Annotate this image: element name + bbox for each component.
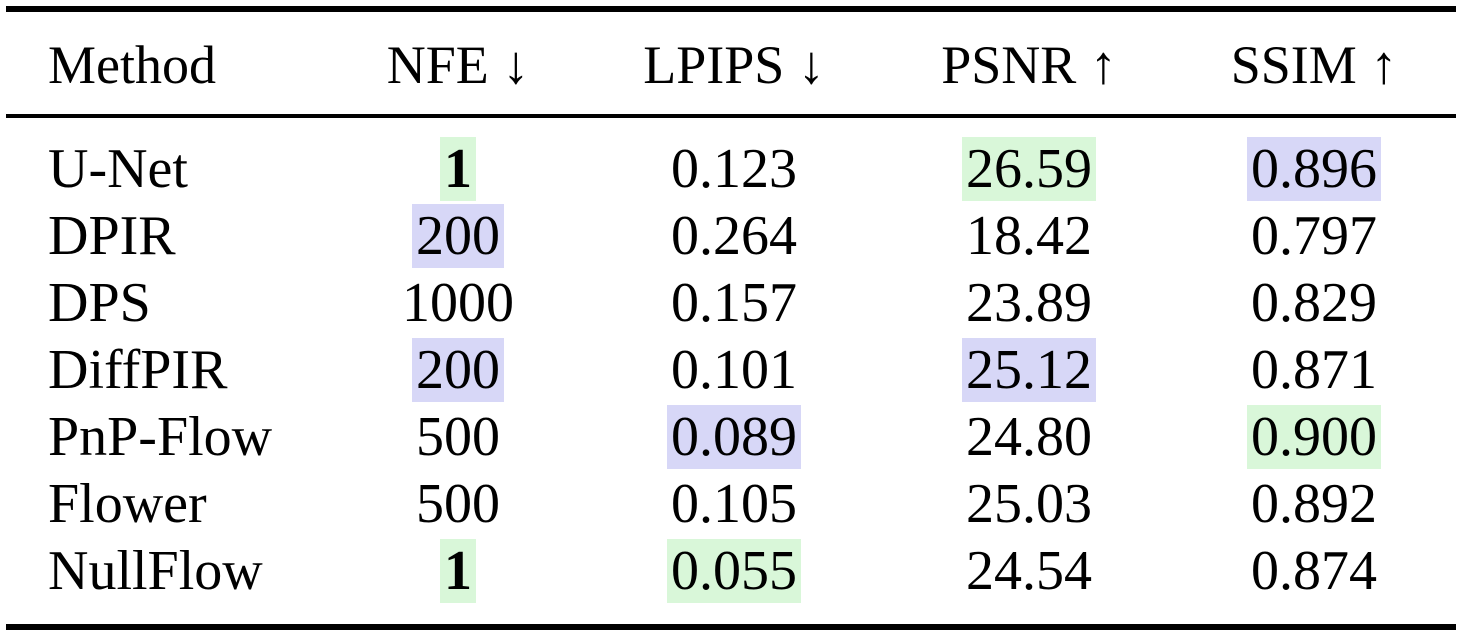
best-highlight: 0.900	[1247, 405, 1381, 469]
method-cell: Flower	[48, 473, 207, 535]
method-cell: DPS	[48, 272, 151, 334]
nfe-cell: 200	[412, 337, 504, 403]
ssim-cell: 0.896	[1247, 136, 1381, 202]
method-cell: PnP-Flow	[48, 406, 273, 468]
best-highlight: 1	[440, 137, 476, 201]
bottom-rule	[6, 624, 1456, 630]
ssim-cell: 0.874	[1251, 540, 1377, 602]
nfe-cell: 500	[416, 473, 500, 535]
second-highlight: 25.12	[962, 338, 1096, 402]
psnr-cell: 25.03	[966, 473, 1092, 535]
header-row: Method NFE ↓ LPIPS ↓ PSNR ↑ SSIM ↑	[6, 32, 1456, 98]
header-method: Method	[48, 35, 216, 95]
ssim-cell: 0.892	[1251, 473, 1377, 535]
header-nfe: NFE ↓	[386, 35, 530, 95]
second-highlight: 200	[412, 204, 504, 268]
table-row: DiffPIR 200 0.101 25.12 0.871	[6, 337, 1456, 403]
lpips-cell: 0.123	[671, 138, 797, 200]
psnr-cell: 24.54	[966, 540, 1092, 602]
second-highlight: 0.089	[667, 405, 801, 469]
nfe-cell: 200	[412, 203, 504, 269]
table-row: NullFlow 1 0.055 24.54 0.874	[6, 538, 1456, 604]
mid-rule	[6, 114, 1456, 118]
best-highlight: 1	[440, 539, 476, 603]
lpips-cell: 0.089	[667, 404, 801, 470]
lpips-cell: 0.055	[667, 538, 801, 604]
ssim-cell: 0.900	[1247, 404, 1381, 470]
nfe-cell: 500	[416, 406, 500, 468]
method-cell: U-Net	[48, 138, 188, 200]
table-row: DPIR 200 0.264 18.42 0.797	[6, 203, 1456, 269]
method-cell: DPIR	[48, 205, 176, 267]
table-row: PnP-Flow 500 0.089 24.80 0.900	[6, 404, 1456, 470]
best-highlight: 26.59	[962, 137, 1096, 201]
method-cell: DiffPIR	[48, 339, 228, 401]
lpips-cell: 0.157	[671, 272, 797, 334]
table-row: Flower 500 0.105 25.03 0.892	[6, 471, 1456, 537]
lpips-cell: 0.264	[671, 205, 797, 267]
nfe-cell: 1000	[402, 272, 514, 334]
psnr-cell: 26.59	[962, 136, 1096, 202]
top-rule	[6, 6, 1456, 12]
nfe-cell: 1	[440, 538, 476, 604]
second-highlight: 0.896	[1247, 137, 1381, 201]
ssim-cell: 0.797	[1251, 205, 1377, 267]
header-psnr: PSNR ↑	[941, 35, 1117, 95]
table-row: U-Net 1 0.123 26.59 0.896	[6, 136, 1456, 202]
lpips-cell: 0.105	[671, 473, 797, 535]
header-ssim: SSIM ↑	[1230, 35, 1398, 95]
psnr-cell: 23.89	[966, 272, 1092, 334]
method-cell: NullFlow	[48, 540, 263, 602]
table-row: DPS 1000 0.157 23.89 0.829	[6, 270, 1456, 336]
psnr-cell: 24.80	[966, 406, 1092, 468]
nfe-cell: 1	[440, 136, 476, 202]
second-highlight: 200	[412, 338, 504, 402]
best-highlight: 0.055	[667, 539, 801, 603]
ssim-cell: 0.829	[1251, 272, 1377, 334]
ssim-cell: 0.871	[1251, 339, 1377, 401]
psnr-cell: 18.42	[966, 205, 1092, 267]
psnr-cell: 25.12	[962, 337, 1096, 403]
lpips-cell: 0.101	[671, 339, 797, 401]
header-lpips: LPIPS ↓	[643, 35, 825, 95]
